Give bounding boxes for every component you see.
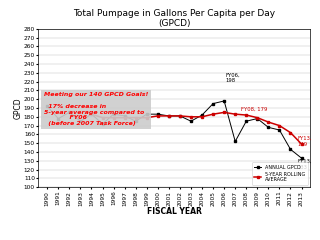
Y-axis label: GPCD: GPCD bbox=[13, 97, 22, 119]
Text: FY06,
198: FY06, 198 bbox=[225, 72, 240, 83]
X-axis label: FISCAL YEAR: FISCAL YEAR bbox=[147, 207, 202, 216]
Text: FY13,
133: FY13, 133 bbox=[297, 159, 312, 170]
Text: Meeting our 140 GPCD Goals!

  17% decrease in
5-year average compared to
      : Meeting our 140 GPCD Goals! 17% decrease… bbox=[44, 92, 148, 126]
Legend: ANNUAL GPCD, 5-YEAR ROLLING
AVERAGE: ANNUAL GPCD, 5-YEAR ROLLING AVERAGE bbox=[252, 162, 308, 185]
Title: Total Pumpage in Gallons Per Capita per Day
(GPCD): Total Pumpage in Gallons Per Capita per … bbox=[73, 9, 276, 28]
Text: FY13,
149: FY13, 149 bbox=[297, 136, 312, 147]
Text: FY08, 179: FY08, 179 bbox=[241, 107, 267, 112]
